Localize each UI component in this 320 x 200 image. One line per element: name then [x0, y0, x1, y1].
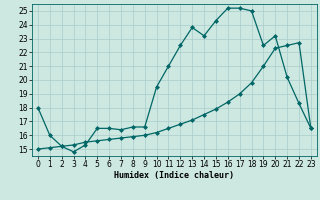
X-axis label: Humidex (Indice chaleur): Humidex (Indice chaleur)	[115, 171, 234, 180]
